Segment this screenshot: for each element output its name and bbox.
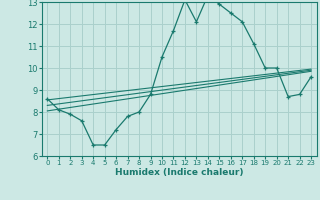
X-axis label: Humidex (Indice chaleur): Humidex (Indice chaleur) bbox=[115, 168, 244, 177]
